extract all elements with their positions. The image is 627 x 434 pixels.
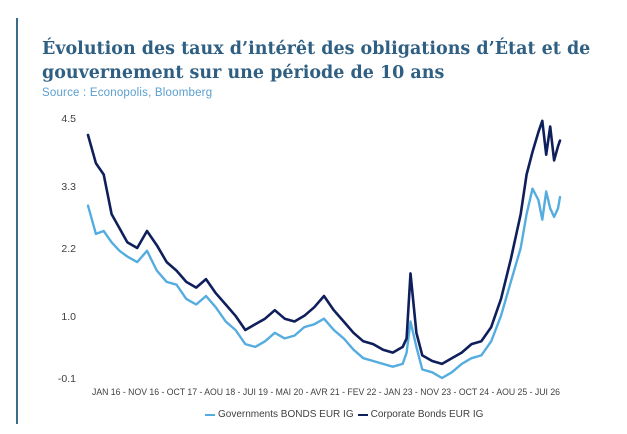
legend-item-governments: Governments BONDS EUR IG xyxy=(205,409,354,420)
y-axis-ticks: 4.5 3.3 2.2 1.0 -0.1 xyxy=(58,113,76,385)
series-lines xyxy=(86,119,562,380)
legend: Governments BONDS EUR IG Corporate Bonds… xyxy=(205,409,483,420)
legend-item-corporate: Corporate Bonds EUR IG xyxy=(357,409,484,420)
x-tick-label: - OCT 17 xyxy=(159,387,197,397)
x-tick-label: - AOU 25 xyxy=(489,387,527,397)
x-tick-label: - FEV 22 xyxy=(340,387,377,397)
series-line-corporate xyxy=(86,119,562,366)
x-tick-labels: JAN 16 - NOV 16 - OCT 17 - AOU 18 - JUI … xyxy=(92,387,560,397)
x-tick-label: - NOV 23 xyxy=(413,387,452,397)
x-tick-label: - JUI 26 xyxy=(527,387,560,397)
legend-label-corporate: Corporate Bonds EUR IG xyxy=(370,409,484,420)
x-tick-label: - NOV 16 xyxy=(120,387,159,397)
x-tick-label: JAN 16 xyxy=(92,387,120,397)
accent-bar xyxy=(16,18,18,424)
y-tick-label: 3.3 xyxy=(61,181,76,193)
x-tick-label: - JUI 19 xyxy=(235,387,268,397)
y-tick-label: 4.5 xyxy=(61,113,76,125)
x-tick-label: - OCT 24 xyxy=(451,387,489,397)
y-tick-label: -0.1 xyxy=(58,373,76,385)
series-line-governments xyxy=(86,187,562,380)
legend-label-governments: Governments BONDS EUR IG xyxy=(218,409,354,420)
x-tick-label: - JAN 23 xyxy=(376,387,412,397)
x-tick-label: - AOU 18 xyxy=(197,387,235,397)
legend-swatch-governments xyxy=(205,413,215,416)
legend-swatch-corporate xyxy=(357,413,368,416)
x-axis-ticks: JAN 16 - NOV 16 - OCT 17 - AOU 18 - JUI … xyxy=(92,387,560,397)
x-tick-label: - AVR 21 xyxy=(303,387,340,397)
x-tick-label: - MAI 20 xyxy=(268,387,303,397)
y-tick-label: 2.2 xyxy=(61,243,76,255)
chart-source: Source : Econopolis, Bloomberg xyxy=(42,87,213,99)
y-tick-label: 1.0 xyxy=(61,311,76,323)
chart-title: Évolution des taux d’intérêt des obligat… xyxy=(42,39,591,83)
